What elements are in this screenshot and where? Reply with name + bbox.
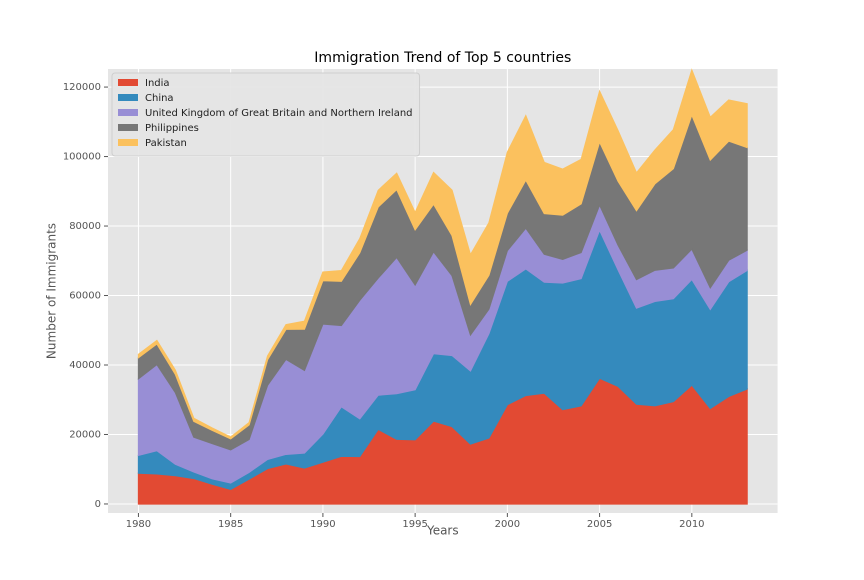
y-tick-label: 60000: [69, 291, 101, 302]
x-tick-label: 1985: [218, 519, 243, 530]
legend-swatch: [118, 109, 138, 116]
x-tick-label: 2005: [587, 519, 612, 530]
legend-label: Pakistan: [145, 138, 187, 149]
y-tick-label: 40000: [69, 360, 101, 371]
x-tick-label: 2010: [679, 519, 704, 530]
legend-swatch: [118, 94, 138, 101]
x-tick-label: 1980: [126, 519, 151, 530]
y-tick-label: 100000: [63, 152, 101, 163]
x-tick-label: 2000: [495, 519, 520, 530]
y-axis-label: Number of Immigrants: [45, 223, 59, 359]
legend-swatch: [118, 79, 138, 86]
y-tick-label: 80000: [69, 221, 101, 232]
y-tick-label: 20000: [69, 429, 101, 440]
legend-box: [111, 72, 421, 157]
legend-swatch: [118, 124, 138, 131]
y-tick-label: 120000: [63, 82, 101, 93]
legend-label: India: [145, 78, 170, 89]
legend-swatch: [118, 139, 138, 146]
chart-title: Immigration Trend of Top 5 countries: [314, 50, 571, 66]
x-tick-label: 1990: [310, 519, 335, 530]
legend-label: China: [145, 93, 174, 104]
legend-label: Philippines: [145, 123, 199, 134]
x-axis-label: Years: [426, 524, 459, 538]
legend-label: United Kingdom of Great Britain and Nort…: [145, 108, 413, 119]
x-tick-label: 1995: [402, 519, 427, 530]
y-tick-label: 0: [95, 499, 101, 510]
area: [137, 68, 748, 440]
